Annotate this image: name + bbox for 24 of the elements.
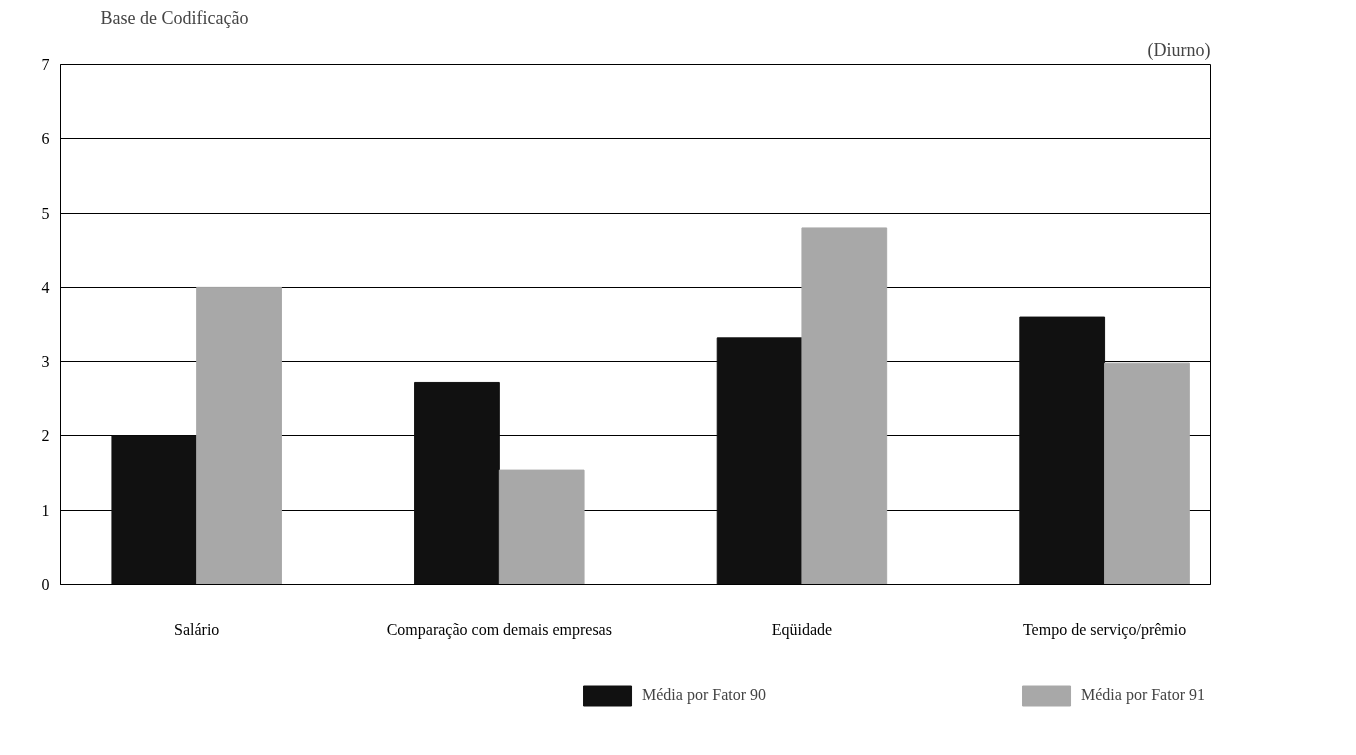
y-tick-label: 2 — [41, 427, 50, 445]
x-tick-label: Salário — [174, 620, 220, 638]
y-tick-label: 3 — [41, 353, 50, 371]
bar — [1104, 362, 1190, 585]
y-tick-label: 7 — [41, 56, 50, 73]
x-tick-label: Tempo de serviço/prêmio — [1022, 620, 1187, 639]
x-tick-label: Eqüidade — [771, 620, 833, 639]
legend-label: Média por Fator 90 — [642, 686, 767, 704]
bar — [498, 469, 585, 585]
chart-title: Base de Codificação — [100, 7, 249, 28]
bar — [111, 435, 198, 585]
y-tick-label: 1 — [41, 501, 50, 519]
bar — [801, 227, 888, 585]
bar — [716, 337, 803, 585]
x-tick-label: Comparação com demais empresas — [386, 620, 612, 639]
y-tick-label: 0 — [41, 576, 50, 593]
bar — [414, 381, 500, 585]
y-tick-label: 4 — [41, 278, 50, 296]
y-tick-label: 5 — [41, 204, 50, 222]
y-tick-label: 6 — [41, 130, 50, 148]
legend-label: Média por Fator 91 — [1081, 686, 1205, 704]
bar — [1019, 316, 1106, 585]
chart-subtitle: (Diurno) — [1147, 39, 1211, 61]
bar — [196, 286, 282, 585]
